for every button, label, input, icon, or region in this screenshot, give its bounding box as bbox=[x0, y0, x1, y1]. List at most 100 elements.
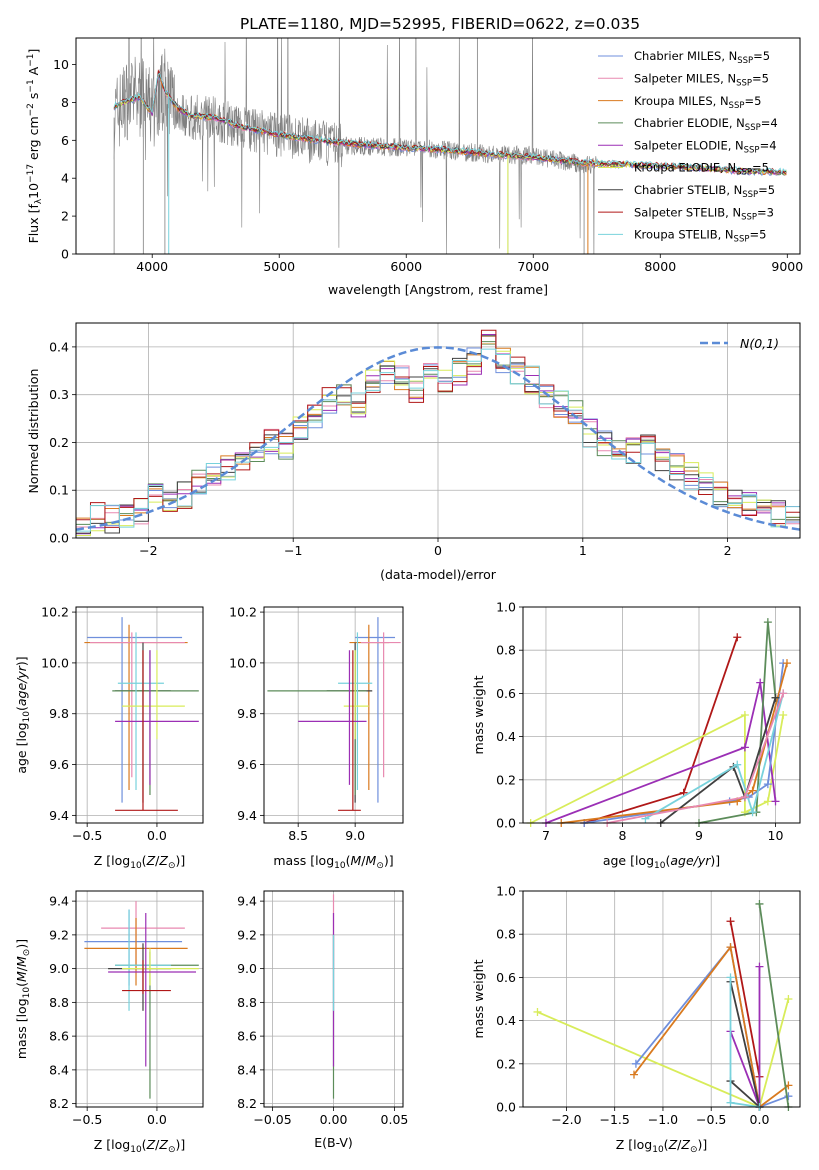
histogram-step bbox=[76, 348, 800, 538]
weight-marker bbox=[631, 1059, 640, 1068]
tick-label-y: 9.4 bbox=[49, 894, 69, 909]
weight-marker bbox=[782, 659, 791, 668]
legend-entry: Kroupa MILES, NSSP=5 bbox=[634, 94, 761, 111]
x-axis-label: Z [log10(Z/Z⊙)] bbox=[94, 1137, 186, 1155]
tick-label-x: 2 bbox=[724, 543, 732, 558]
x-axis-label-part: 10 bbox=[654, 861, 666, 871]
axes-age-vs-Z: −0.5 0.09.49.69.810.010.2Z [log10(Z/Z⊙)]a… bbox=[14, 605, 204, 871]
y-axis-label-part: ( bbox=[14, 706, 29, 711]
weight-marker bbox=[748, 786, 757, 795]
x-axis-label: age [log10(age/yr)] bbox=[603, 853, 720, 871]
y-axis-label-part: M bbox=[14, 971, 29, 982]
x-axis-label-part: / bbox=[155, 1137, 160, 1152]
tick-label-y: 0.3 bbox=[49, 387, 69, 402]
tick-label-y: 10.0 bbox=[229, 655, 257, 670]
weight-marker bbox=[533, 1007, 542, 1016]
legend-n: =5 bbox=[749, 228, 766, 242]
x-axis-label-part: )] bbox=[697, 1137, 707, 1152]
weight-marker bbox=[733, 633, 742, 642]
x-axis-label-part: ( bbox=[142, 1137, 147, 1152]
tick-label-y: 9.2 bbox=[237, 927, 257, 942]
weight-marker bbox=[726, 973, 735, 982]
tick-label-y: 1.0 bbox=[496, 600, 516, 615]
tick-label-y: 8.4 bbox=[237, 1062, 257, 1077]
tick-label-y: 9.0 bbox=[49, 961, 69, 976]
weight-marker bbox=[756, 678, 765, 687]
x-axis-label-part: Z bbox=[668, 1137, 678, 1152]
x-axis-label-part: ( bbox=[665, 853, 670, 868]
weight-marker bbox=[748, 808, 757, 817]
x-axis-label-part: ( bbox=[346, 853, 351, 868]
tick-label-x: 7000 bbox=[517, 259, 549, 274]
tick-label-y: 9.8 bbox=[237, 706, 257, 721]
x-axis-label-part: 10 bbox=[334, 861, 346, 871]
legend-subscript: SSP bbox=[742, 190, 758, 200]
legend-n: =3 bbox=[757, 205, 774, 219]
x-axis-label-part: age/yr bbox=[670, 853, 711, 868]
legend-n: =4 bbox=[761, 116, 778, 130]
x-axis-label-part: Z bbox=[146, 853, 156, 868]
legend-entry: Kroupa ELODIE, NSSP=5 bbox=[634, 161, 769, 178]
tick-label-y: 8.8 bbox=[237, 995, 257, 1010]
weight-line bbox=[644, 693, 785, 820]
x-axis-label-part: Z bbox=[158, 853, 168, 868]
y-axis-label: age [log10(age/yr)] bbox=[14, 656, 32, 773]
tick-label-x: −0.5 bbox=[696, 1112, 726, 1127]
tick-label-x: 9.0 bbox=[345, 828, 365, 843]
tick-label-y: 0.0 bbox=[49, 531, 69, 546]
legend: N(0,1) bbox=[700, 336, 779, 351]
legend-subscript: SSP bbox=[729, 101, 745, 111]
x-axis-label-part: ⊙ bbox=[168, 861, 176, 871]
y-axis-label-part: ( bbox=[14, 982, 29, 987]
x-axis-label-part: / bbox=[361, 853, 366, 868]
weight-marker bbox=[779, 711, 788, 719]
legend-n: =4 bbox=[760, 138, 777, 152]
tick-label-x: 0.00 bbox=[320, 1112, 348, 1127]
axes-frame bbox=[522, 606, 801, 824]
y-axis-label-part: erg cm bbox=[26, 116, 41, 164]
tick-label-y: 9.4 bbox=[237, 894, 257, 909]
x-axis-label-part: Z bbox=[146, 1137, 156, 1152]
y-axis-label-part: −17 bbox=[26, 164, 36, 183]
x-axis-label-part: / bbox=[677, 1137, 682, 1152]
tick-label-y: 8.2 bbox=[237, 1096, 257, 1111]
weight-marker bbox=[726, 917, 735, 926]
series-data-line bbox=[113, 38, 597, 254]
tick-label-y: 0.8 bbox=[496, 643, 516, 658]
legend-subscript: SSP bbox=[736, 168, 752, 178]
axes-frame bbox=[75, 606, 204, 824]
plot-area bbox=[76, 329, 800, 538]
y-axis-label-part: Flux [f bbox=[26, 204, 41, 244]
weight-marker bbox=[784, 1092, 793, 1101]
tick-label-y: 0.2 bbox=[496, 1056, 516, 1071]
tick-label-y: 0.4 bbox=[49, 339, 69, 354]
axes-spectrum: 4000 5000 6000 7000 8000 9000 0 2 4 6 8 10 Chabrier … bbox=[26, 37, 803, 297]
tick-label-y: 9.4 bbox=[49, 808, 69, 823]
y-axis-label: mass weight bbox=[471, 959, 486, 1038]
x-axis-label: wavelength [Angstrom, rest frame] bbox=[328, 282, 548, 297]
weight-marker bbox=[755, 899, 764, 908]
tick-label-y: 8.8 bbox=[49, 995, 69, 1010]
y-axis-label-part: λ bbox=[34, 198, 44, 204]
weight-marker bbox=[740, 711, 749, 719]
weight-marker bbox=[726, 943, 735, 952]
legend-subscript: SSP bbox=[745, 123, 761, 133]
tick-label-x: 0 bbox=[434, 543, 442, 558]
tick-label-x: −1 bbox=[284, 543, 302, 558]
weight-line bbox=[698, 622, 777, 824]
x-axis-label-part: )] bbox=[710, 853, 720, 868]
y-axis-label-part: 10 bbox=[22, 711, 32, 723]
y-axis-label-part: 10 bbox=[26, 183, 41, 199]
weight-line bbox=[729, 921, 761, 1077]
weight-line bbox=[584, 663, 785, 824]
tick-label-x: −0.5 bbox=[72, 1112, 102, 1127]
tick-label-x: −2.0 bbox=[551, 1112, 581, 1127]
tick-label-y: 8.6 bbox=[237, 1029, 257, 1044]
weight-marker bbox=[755, 962, 764, 971]
tick-label-x: −1.5 bbox=[600, 1112, 630, 1127]
y-axis-label-part: age/yr bbox=[14, 665, 29, 706]
axes-frame bbox=[522, 890, 801, 1108]
legend-entry: Salpeter STELIB, NSSP=3 bbox=[634, 205, 774, 222]
weight-marker bbox=[733, 760, 742, 769]
y-axis-label-part: )] bbox=[14, 939, 29, 949]
